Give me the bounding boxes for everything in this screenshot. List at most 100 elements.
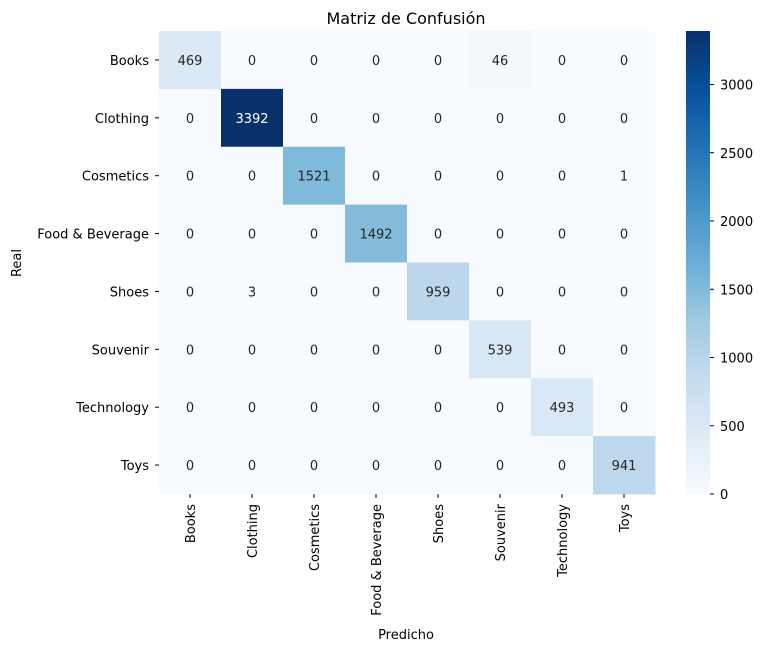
cell-value-label: 469 (178, 54, 203, 69)
x-tick-label: Food & Beverage (370, 504, 385, 616)
x-axis: Books Clothing Cosmetics Food & Beverage Sho… (184, 494, 633, 616)
heatmap-cell (593, 31, 656, 90)
heatmap-cell (469, 204, 532, 263)
heatmap-cell (221, 31, 284, 90)
cell-value-label: 0 (186, 459, 194, 474)
cell-value-label: 539 (488, 343, 513, 358)
chart-title: Matriz de Confusión (326, 9, 485, 28)
y-tick-label: Toys (120, 459, 149, 474)
cell-value-label: 0 (620, 285, 628, 300)
y-tick-label: Clothing (95, 112, 149, 127)
heatmap-cell (407, 436, 470, 495)
cell-value-label: 0 (248, 343, 256, 358)
heatmap-cell (407, 204, 470, 263)
cell-value-label: 0 (372, 54, 380, 69)
cell-value-label: 0 (186, 401, 194, 416)
cell-value-label: 0 (434, 343, 442, 358)
cell-value-label: 1521 (297, 170, 330, 185)
y-tick-label: Shoes (110, 285, 149, 300)
cell-value-label: 3 (248, 285, 256, 300)
heatmap-cell (283, 31, 346, 90)
y-tick-label: Souvenir (92, 343, 150, 358)
cell-value-label: 0 (372, 112, 380, 127)
heatmap-cell (531, 204, 594, 263)
heatmap-cell (469, 88, 532, 148)
cell-value-label: 1 (620, 170, 628, 185)
cell-value-label: 0 (620, 343, 628, 358)
heatmap-cell (221, 262, 284, 321)
heatmap-cell (531, 146, 594, 206)
cell-value-label: 493 (550, 401, 575, 416)
heatmap-cell (345, 31, 408, 90)
cell-value-label: 0 (434, 112, 442, 127)
cell-labels: 469 0 0 0 0 46 0 0 0 3392 0 0 0 0 0 0 0 0 1521 0 0 0 0 1 0 0 0 1492… (178, 54, 637, 474)
heatmap-cell (593, 378, 656, 437)
cell-value-label: 0 (248, 459, 256, 474)
heatmap-cell (469, 378, 532, 437)
heatmap-cell (531, 31, 594, 90)
cell-value-label: 0 (310, 343, 318, 358)
heatmap-cell (221, 204, 284, 263)
cell-value-label: 0 (496, 112, 504, 127)
heatmap-cell (593, 146, 656, 206)
y-axis-label: Real (10, 249, 25, 277)
cell-value-label: 0 (558, 112, 566, 127)
cell-value-label: 0 (186, 285, 194, 300)
heatmap-cell (345, 262, 408, 321)
y-axis: Books Clothing Cosmetics Food & Beverage Sho… (37, 54, 159, 474)
heatmap-cell (221, 378, 284, 437)
heatmap-cell (407, 88, 470, 148)
heatmap-cell (283, 436, 346, 495)
cell-value-label: 0 (496, 285, 504, 300)
cell-value-label: 0 (434, 459, 442, 474)
heatmap-cell (159, 262, 222, 321)
heatmap-cell (283, 262, 346, 321)
cell-value-label: 3392 (235, 112, 268, 127)
cell-value-label: 0 (434, 54, 442, 69)
cell-value-label: 0 (434, 401, 442, 416)
cell-value-label: 0 (372, 285, 380, 300)
heatmap-cell (345, 204, 408, 263)
heatmap-cell (469, 436, 532, 495)
x-tick-label: Cosmetics (308, 504, 323, 571)
colorbar-tick-label: 1000 (720, 352, 753, 367)
cell-value-label: 46 (492, 54, 509, 69)
cell-value-label: 0 (496, 459, 504, 474)
cell-value-label: 0 (620, 228, 628, 243)
heatmap-cell (159, 31, 222, 90)
heatmap-cell (407, 378, 470, 437)
cell-value-label: 0 (558, 170, 566, 185)
heatmap-cell (469, 262, 532, 321)
heatmap-cell (283, 320, 346, 379)
cell-value-label: 0 (310, 401, 318, 416)
cell-value-label: 0 (434, 228, 442, 243)
cell-value-label: 0 (372, 401, 380, 416)
colorbar-tick-label: 2000 (720, 215, 753, 230)
colorbar: 0 500 1000 1500 2000 2500 3000 (686, 31, 753, 503)
heatmap-cell (159, 204, 222, 263)
cell-value-label: 0 (496, 401, 504, 416)
colorbar-tick-label: 0 (720, 488, 728, 503)
cell-value-label: 0 (310, 112, 318, 127)
y-tick-label: Cosmetics (82, 170, 149, 185)
y-tick-label: Books (110, 54, 149, 69)
colorbar-tick-label: 3000 (720, 79, 753, 94)
x-tick-label: Books (184, 504, 199, 543)
cell-value-label: 0 (310, 459, 318, 474)
heatmap-cell (221, 146, 284, 206)
heatmap-cell (469, 320, 532, 379)
cell-value-label: 0 (248, 54, 256, 69)
heatmap-cell (159, 88, 222, 148)
heatmap-cell (345, 436, 408, 495)
heatmap-cell (407, 320, 470, 379)
heatmap-cell (407, 31, 470, 90)
cell-value-label: 0 (310, 54, 318, 69)
heatmap-cell (407, 262, 470, 321)
heatmap-cell (593, 88, 656, 148)
heatmap-cell (345, 378, 408, 437)
cell-value-label: 0 (434, 170, 442, 185)
cell-value-label: 0 (558, 285, 566, 300)
heatmap-cell (469, 146, 532, 206)
heatmap-cell (283, 88, 346, 148)
